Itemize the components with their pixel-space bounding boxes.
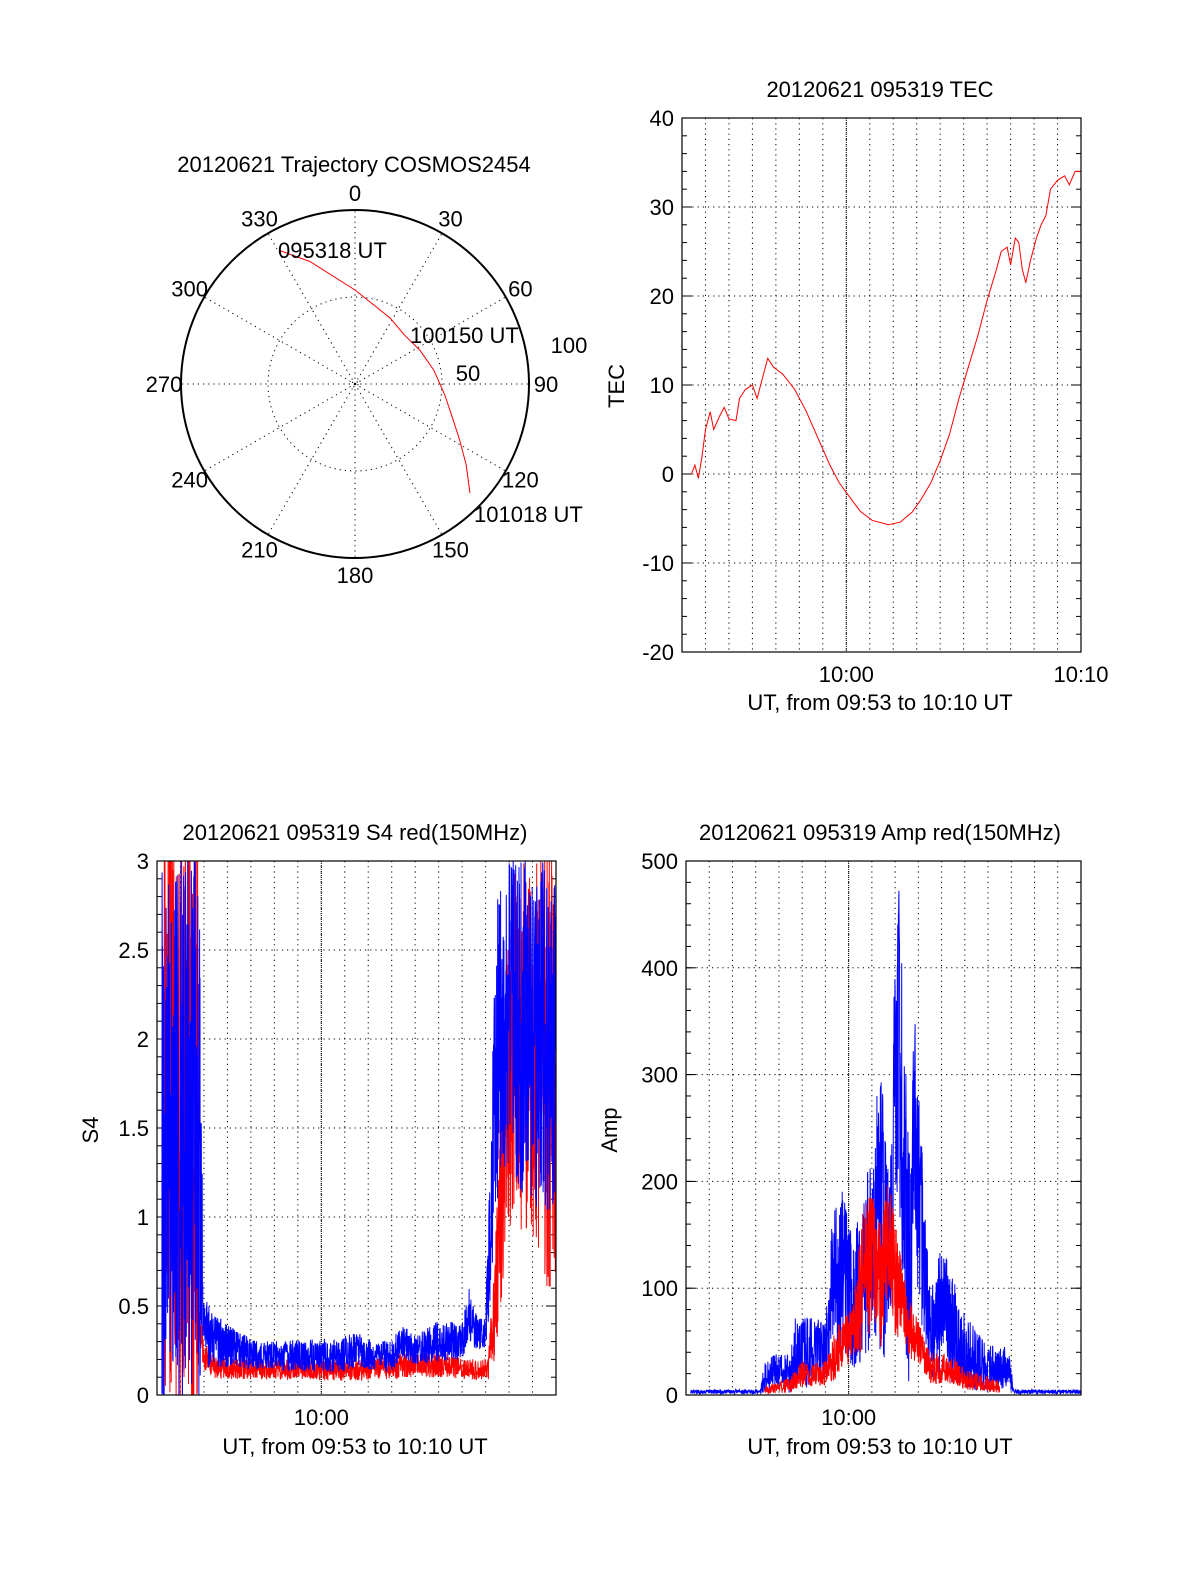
tec-chart: 20120621 095319 TEC UT, from 09:53 to 10…	[604, 77, 1109, 715]
series-group	[161, 861, 556, 1395]
x-tick-label: 10:00	[294, 1405, 349, 1430]
chart-title: 20120621 Trajectory COSMOS2454	[177, 152, 530, 177]
y-tick-label: 3	[137, 849, 149, 874]
spoke-gridline	[267, 383, 356, 535]
spoke-gridline	[354, 383, 443, 535]
trajectory-line	[279, 250, 471, 494]
x-tick-label: 10:10	[1053, 662, 1108, 687]
angle-label: 240	[171, 468, 208, 493]
radial-label-100: 100	[551, 333, 588, 358]
amp-chart: 20120621 095319 Amp red(150MHz) UT, from…	[597, 820, 1082, 1459]
angle-label: 210	[241, 537, 278, 562]
y-tick-label: 100	[641, 1276, 678, 1301]
y-tick-label: 10	[650, 373, 674, 398]
plot-frame	[681, 117, 1082, 653]
y-tick-label: 2	[137, 1027, 149, 1052]
angle-label: 270	[146, 372, 183, 397]
spoke-gridline	[204, 296, 356, 385]
angle-label: 180	[337, 563, 374, 588]
chart-title: 20120621 095319 Amp red(150MHz)	[699, 820, 1061, 845]
trajectory-polar-chart: 20120621 Trajectory COSMOS2454 0 30 60 90 12…	[146, 152, 588, 588]
y-axis-label: Amp	[597, 1107, 622, 1152]
y-tick-label: 40	[650, 106, 674, 131]
angle-label: 150	[432, 537, 469, 562]
inner-ring-gridline	[267, 296, 443, 472]
plot-frame	[685, 860, 1082, 1396]
y-tick-label: 2.5	[118, 938, 149, 963]
y-tick-label: 30	[650, 195, 674, 220]
s4-chart: 20120621 095319 S4 red(150MHz) UT, from …	[78, 820, 557, 1459]
chart-title: 20120621 095319 TEC	[766, 77, 993, 102]
angle-label: 120	[502, 468, 539, 493]
x-axis-label: UT, from 09:53 to 10:10 UT	[222, 1434, 487, 1459]
y-tick-label: 0	[666, 1383, 678, 1408]
y-tick-label: 0	[137, 1383, 149, 1408]
center-marker	[351, 380, 359, 388]
x-tick-label: 10:00	[821, 1405, 876, 1430]
y-axis-label: TEC	[604, 364, 629, 408]
annotation-mid-time: 100150 UT	[410, 323, 519, 348]
x-tick-label: 10:00	[819, 662, 874, 687]
annotation-end-time: 101018 UT	[474, 502, 583, 527]
x-axis-label: UT, from 09:53 to 10:10 UT	[747, 690, 1012, 715]
y-tick-label: 300	[641, 1063, 678, 1088]
angle-label: 300	[171, 277, 208, 302]
spoke-gridline	[204, 383, 356, 472]
y-tick-label: -20	[642, 640, 674, 665]
angle-label: 90	[534, 372, 558, 397]
series-line-tec	[690, 170, 1081, 526]
y-tick-label: -10	[642, 551, 674, 576]
angle-label: 30	[438, 207, 462, 232]
radial-label-50: 50	[456, 361, 480, 386]
y-tick-label: 1	[137, 1205, 149, 1230]
angle-label: 60	[508, 277, 532, 302]
y-tick-label: 0.5	[118, 1294, 149, 1319]
series-line-red	[163, 861, 556, 1395]
y-tick-label: 20	[650, 284, 674, 309]
spoke-gridline	[354, 383, 506, 472]
x-axis-label: UT, from 09:53 to 10:10 UT	[747, 1434, 1012, 1459]
y-tick-label: 500	[641, 849, 678, 874]
angle-label: 0	[349, 181, 361, 206]
y-tick-label: 200	[641, 1169, 678, 1194]
series-group	[690, 890, 1081, 1395]
plot-frame	[156, 860, 557, 1396]
polar-grid	[180, 209, 530, 559]
series-line-blue	[161, 861, 556, 1395]
y-tick-label: 1.5	[118, 1116, 149, 1141]
y-axis-label: S4	[78, 1117, 103, 1144]
y-tick-label: 0	[662, 462, 674, 487]
angle-labels: 0 30 60 90 120 150 180 210 240 270 300 330	[146, 181, 559, 588]
y-tick-label: 400	[641, 956, 678, 981]
annotation-start-time: 095318 UT	[278, 238, 387, 263]
chart-title: 20120621 095319 S4 red(150MHz)	[183, 820, 528, 845]
outer-ring	[180, 209, 530, 559]
angle-label: 330	[241, 207, 278, 232]
series-line-blue	[690, 890, 1081, 1395]
series-group	[690, 170, 1081, 526]
series-line-red	[764, 1186, 1001, 1395]
